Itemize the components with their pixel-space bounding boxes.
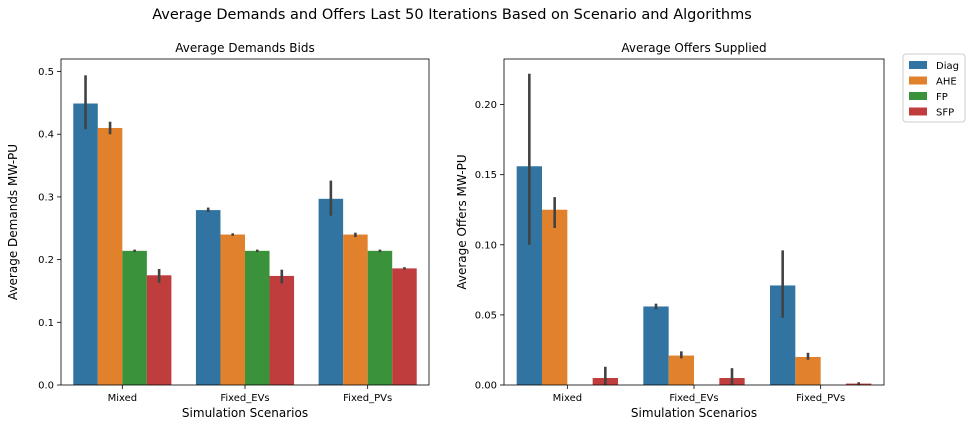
legend-label-sfp: SFP — [936, 108, 954, 119]
legend-swatch-diag — [909, 61, 927, 69]
bar-diag-fixed-evs — [195, 210, 221, 385]
bar-fp-fixed-pvs — [367, 250, 393, 385]
offers-bar-chart: Average Offers Supplied 0.00 0.05 0.10 0.15 0… — [455, 41, 885, 420]
x-axis-label: Simulation Scenarios — [631, 406, 757, 420]
x-tick-label: Fixed_PVs — [796, 393, 845, 404]
y-tick-label: 0.05 — [475, 310, 497, 321]
legend-label-fp: FP — [936, 92, 948, 103]
y-tick-label: 0.20 — [475, 100, 497, 111]
y-tick-label: 0.0 — [38, 381, 54, 392]
y-axis-label: Average Demands MW-PU — [6, 144, 20, 300]
legend-swatch-sfp — [909, 107, 927, 116]
bar-fp-mixed — [122, 250, 147, 385]
bar-diag-fixed-evs — [643, 306, 669, 385]
legend-swatch-ahe — [909, 76, 927, 85]
bar-fp-fixed-evs — [245, 250, 270, 385]
bar-ahe-mixed — [542, 209, 568, 385]
chart-title: Average Demands Bids — [175, 41, 314, 55]
bar-sfp-mixed — [146, 275, 172, 385]
y-tick-label: 0.10 — [475, 240, 497, 251]
x-tick-label: Fixed_EVs — [669, 393, 718, 404]
bar-sfp-fixed-evs — [269, 275, 295, 385]
legend-label-diag: Diag — [936, 61, 959, 72]
figure-suptitle: Average Demands and Offers Last 50 Itera… — [152, 7, 752, 23]
x-tick-label: Mixed — [553, 393, 583, 404]
y-tick-label: 0.15 — [475, 170, 497, 181]
y-tick-label: 0.4 — [38, 130, 54, 141]
y-tick-label: 0.00 — [475, 381, 497, 392]
y-tick-label: 0.5 — [38, 67, 54, 78]
y-tick-label: 0.1 — [38, 318, 54, 329]
bar-diag-fixed-pvs — [318, 198, 344, 385]
y-tick-label: 0.2 — [38, 255, 54, 266]
demands-bar-chart: Average Demands Bids 0.0 0.1 0.2 0.3 0.4 0.5 Mi… — [6, 41, 430, 420]
legend-swatch-fp — [909, 92, 927, 100]
y-tick-label: 0.3 — [38, 192, 54, 203]
bar-ahe-fixed-pvs — [343, 234, 368, 385]
legend-label-ahe: AHE — [936, 77, 957, 88]
bar-sfp-fixed-pvs — [392, 268, 417, 385]
legend-box — [902, 53, 966, 123]
x-tick-label: Mixed — [108, 393, 138, 404]
bar-ahe-fixed-pvs — [795, 356, 821, 385]
y-axis-label: Average Offers MW-PU — [455, 154, 469, 289]
chart-title: Average Offers Supplied — [621, 41, 766, 55]
x-tick-label: Fixed_PVs — [343, 393, 392, 404]
bar-ahe-fixed-evs — [220, 234, 245, 385]
x-axis-label: Simulation Scenarios — [182, 406, 308, 420]
x-tick-label: Fixed_EVs — [220, 393, 269, 404]
bar-ahe-fixed-evs — [668, 355, 694, 385]
bar-diag-mixed — [73, 103, 98, 385]
chart-legend: Diag AHE FP SFP — [902, 53, 966, 123]
bar-ahe-mixed — [97, 127, 123, 385]
